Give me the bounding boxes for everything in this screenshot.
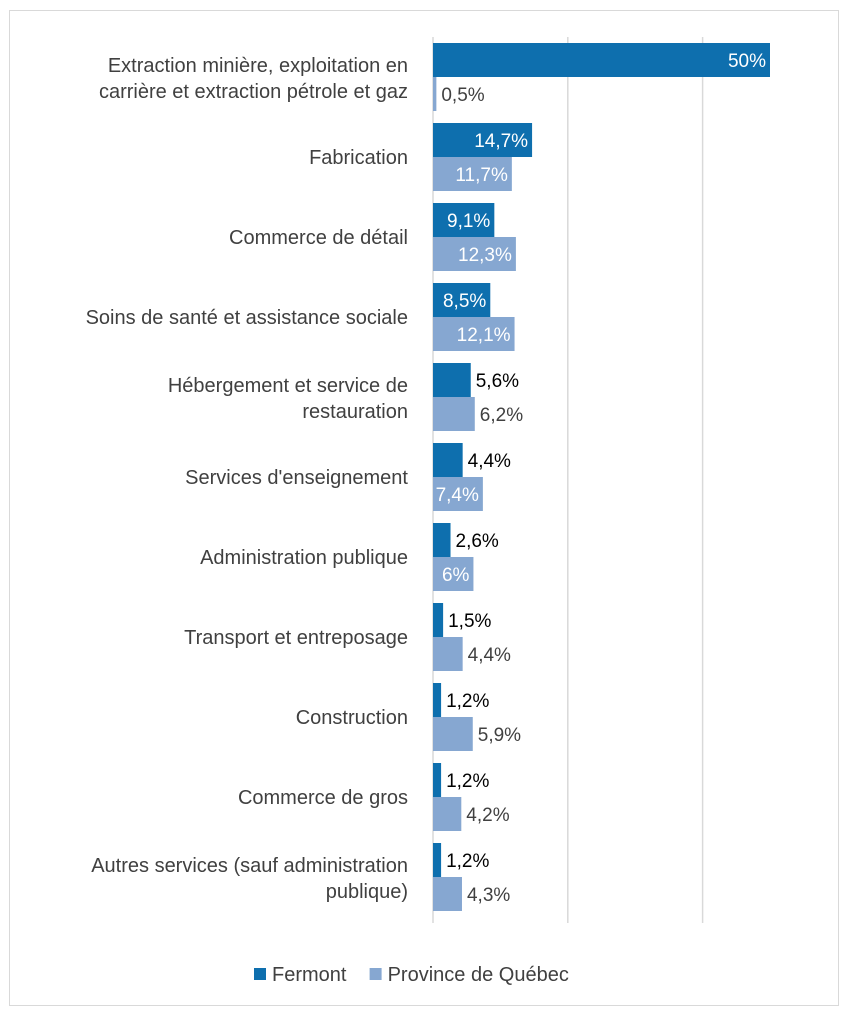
data-label-fermont: 9,1% bbox=[447, 211, 490, 232]
legend-swatch-quebec bbox=[369, 968, 382, 980]
category-label: Commerce de détail bbox=[229, 227, 408, 249]
bar-quebec bbox=[433, 157, 512, 191]
data-label-quebec: 12,1% bbox=[457, 325, 511, 346]
data-label-quebec: 5,9% bbox=[478, 725, 521, 746]
category-label: Soins de santé et assistance sociale bbox=[86, 307, 408, 329]
bar-fermont bbox=[433, 203, 495, 237]
bar-fermont bbox=[433, 843, 442, 877]
data-label-fermont: 5,6% bbox=[476, 371, 519, 392]
bars bbox=[433, 43, 770, 911]
category-label: Extraction minière, exploitation en carri… bbox=[99, 55, 408, 103]
category-label-line: carrière et extraction pétrole et gaz bbox=[99, 81, 408, 103]
category-label: Commerce de gros bbox=[238, 787, 408, 809]
bar-fermont bbox=[433, 523, 451, 557]
bar-quebec bbox=[433, 637, 463, 671]
bar-quebec bbox=[433, 397, 475, 431]
category-label-line: publique) bbox=[326, 881, 408, 903]
legend-swatch-fermont bbox=[254, 968, 266, 980]
bar-quebec bbox=[433, 797, 462, 831]
category-label: Services d'enseignement bbox=[185, 467, 408, 489]
data-label-fermont: 1,2% bbox=[446, 771, 489, 792]
legend-label-fermont: Fermont bbox=[272, 964, 347, 986]
category-labels: Extraction minière, exploitation en carri… bbox=[86, 55, 409, 903]
category-label: Transport et entreposage bbox=[184, 627, 408, 649]
data-label-quebec: 7,4% bbox=[436, 485, 479, 506]
data-label-fermont: 1,5% bbox=[448, 611, 491, 632]
category-label-line: restauration bbox=[302, 401, 408, 423]
category-label: Fabrication bbox=[309, 147, 408, 169]
bar-quebec bbox=[433, 557, 474, 591]
bar-fermont bbox=[433, 363, 471, 397]
data-label-quebec: 12,3% bbox=[458, 245, 512, 266]
bar-quebec bbox=[433, 717, 473, 751]
legend: Fermont Province de Québec bbox=[254, 964, 569, 986]
bar-quebec bbox=[433, 877, 462, 911]
chart-frame: Extraction minière, exploitation en carri… bbox=[9, 10, 839, 1006]
data-label-quebec: 6% bbox=[442, 565, 470, 586]
legend-label-quebec: Province de Québec bbox=[388, 964, 569, 986]
data-label-quebec: 0,5% bbox=[441, 85, 484, 106]
bar-quebec bbox=[433, 477, 483, 511]
data-label-fermont: 1,2% bbox=[446, 851, 489, 872]
category-label-line: Hébergement et service de bbox=[168, 375, 408, 397]
category-label-line: Autres services (sauf administration bbox=[91, 855, 408, 877]
bar-fermont bbox=[433, 763, 442, 797]
bar-quebec bbox=[433, 317, 515, 351]
bar-fermont bbox=[433, 443, 463, 477]
data-label-quebec: 4,2% bbox=[466, 805, 509, 826]
data-label-fermont: 8,5% bbox=[443, 291, 486, 312]
bar-fermont bbox=[433, 683, 442, 717]
data-label-fermont: 50% bbox=[728, 51, 766, 72]
bar-fermont bbox=[433, 603, 444, 637]
bar-fermont bbox=[433, 43, 770, 77]
category-label: Autres services (sauf administration publ… bbox=[91, 855, 408, 903]
data-label-fermont: 14,7% bbox=[474, 131, 528, 152]
category-label: Construction bbox=[296, 707, 408, 729]
bar-fermont bbox=[433, 123, 533, 157]
data-label-quebec: 4,4% bbox=[468, 645, 511, 666]
data-label-quebec: 4,3% bbox=[467, 885, 510, 906]
category-label-line: Extraction minière, exploitation en bbox=[108, 55, 408, 77]
bar-quebec bbox=[433, 237, 516, 271]
category-label: Hébergement et service de restauration bbox=[168, 375, 408, 423]
data-label-fermont: 4,4% bbox=[468, 451, 511, 472]
data-label-quebec: 6,2% bbox=[480, 405, 523, 426]
bar-fermont bbox=[433, 283, 491, 317]
data-labels: 50% 0,5% 14,7% 11,7% 9,1% 12,3% 8,5% 12,1% 5,6% 6… bbox=[436, 51, 767, 906]
category-label: Administration publique bbox=[200, 547, 408, 569]
bar-chart: Extraction minière, exploitation en carri… bbox=[86, 37, 770, 986]
data-label-quebec: 11,7% bbox=[455, 165, 508, 186]
data-label-fermont: 1,2% bbox=[446, 691, 489, 712]
data-label-fermont: 2,6% bbox=[456, 531, 499, 552]
bar-quebec bbox=[433, 77, 437, 111]
